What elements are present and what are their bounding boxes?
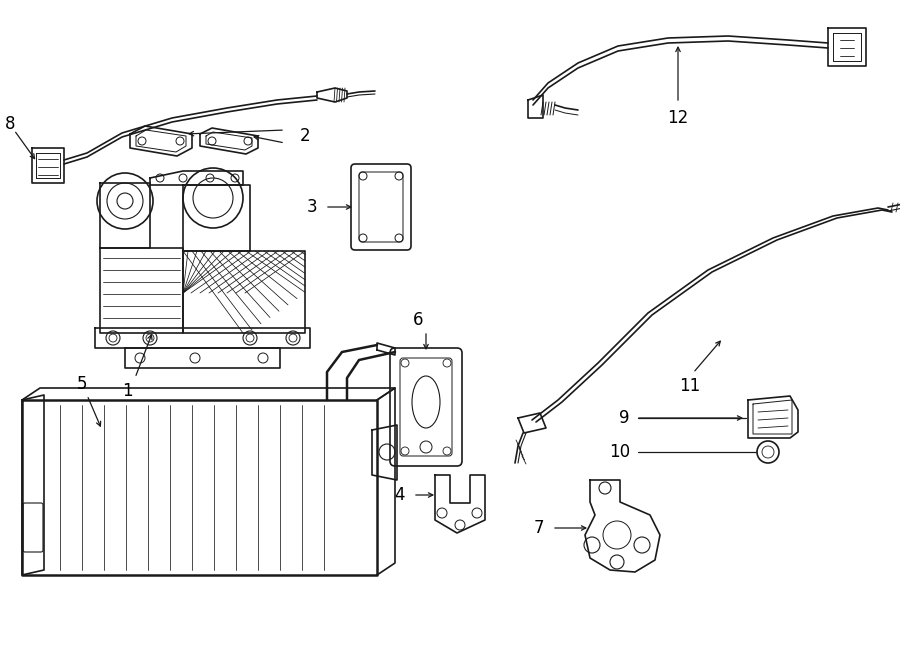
Text: 6: 6: [413, 311, 423, 329]
Text: 4: 4: [394, 486, 405, 504]
Text: 10: 10: [609, 443, 630, 461]
Text: 7: 7: [534, 519, 544, 537]
Text: 1: 1: [122, 382, 132, 400]
Text: 12: 12: [668, 109, 688, 127]
Text: 8: 8: [4, 115, 15, 133]
Text: 2: 2: [300, 127, 310, 145]
Text: 3: 3: [306, 198, 317, 216]
Text: 11: 11: [680, 377, 700, 395]
Text: 9: 9: [619, 409, 630, 427]
Text: 5: 5: [76, 375, 87, 393]
